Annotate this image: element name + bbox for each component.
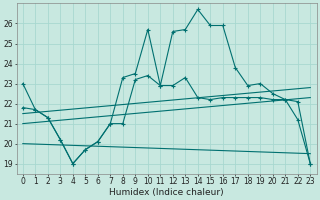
- X-axis label: Humidex (Indice chaleur): Humidex (Indice chaleur): [109, 188, 224, 197]
